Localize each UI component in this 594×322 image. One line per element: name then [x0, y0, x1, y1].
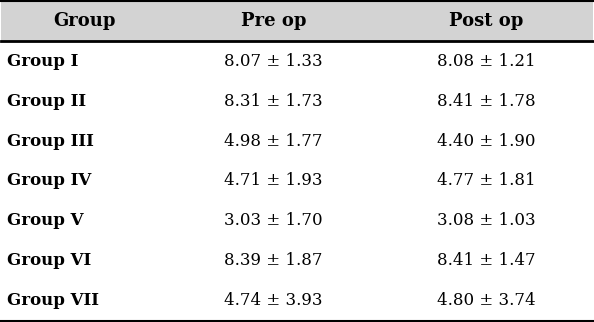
Text: 8.08 ± 1.21: 8.08 ± 1.21 [437, 53, 536, 70]
Bar [1, 121, 593, 161]
Text: Group III: Group III [7, 133, 94, 149]
Text: 3.03 ± 1.70: 3.03 ± 1.70 [224, 212, 323, 229]
Text: Group IV: Group IV [7, 173, 91, 189]
Bar [1, 81, 593, 121]
Text: 4.74 ± 3.93: 4.74 ± 3.93 [224, 292, 323, 309]
Bar [1, 201, 593, 241]
Bar [1, 241, 593, 281]
Bar [380, 1, 593, 41]
Text: Group V: Group V [7, 212, 84, 229]
Text: 8.41 ± 1.47: 8.41 ± 1.47 [437, 252, 536, 269]
Bar [1, 161, 593, 201]
Text: 4.98 ± 1.77: 4.98 ± 1.77 [224, 133, 323, 149]
Text: Group II: Group II [7, 93, 86, 110]
Bar [1, 41, 593, 81]
Text: 4.71 ± 1.93: 4.71 ± 1.93 [224, 173, 323, 189]
Text: Post op: Post op [449, 12, 523, 30]
Text: 4.40 ± 1.90: 4.40 ± 1.90 [437, 133, 535, 149]
Bar [167, 1, 380, 41]
Text: 8.31 ± 1.73: 8.31 ± 1.73 [224, 93, 323, 110]
Bar [1, 281, 593, 321]
Text: Pre op: Pre op [241, 12, 306, 30]
Text: Group VII: Group VII [7, 292, 99, 309]
Text: Group: Group [53, 12, 115, 30]
Text: 4.77 ± 1.81: 4.77 ± 1.81 [437, 173, 536, 189]
Text: Group I: Group I [7, 53, 78, 70]
Text: 8.07 ± 1.33: 8.07 ± 1.33 [224, 53, 323, 70]
Bar [1, 1, 167, 41]
Text: Group VI: Group VI [7, 252, 91, 269]
Text: 3.08 ± 1.03: 3.08 ± 1.03 [437, 212, 536, 229]
Text: 8.39 ± 1.87: 8.39 ± 1.87 [224, 252, 323, 269]
Text: 4.80 ± 3.74: 4.80 ± 3.74 [437, 292, 536, 309]
Text: 8.41 ± 1.78: 8.41 ± 1.78 [437, 93, 536, 110]
